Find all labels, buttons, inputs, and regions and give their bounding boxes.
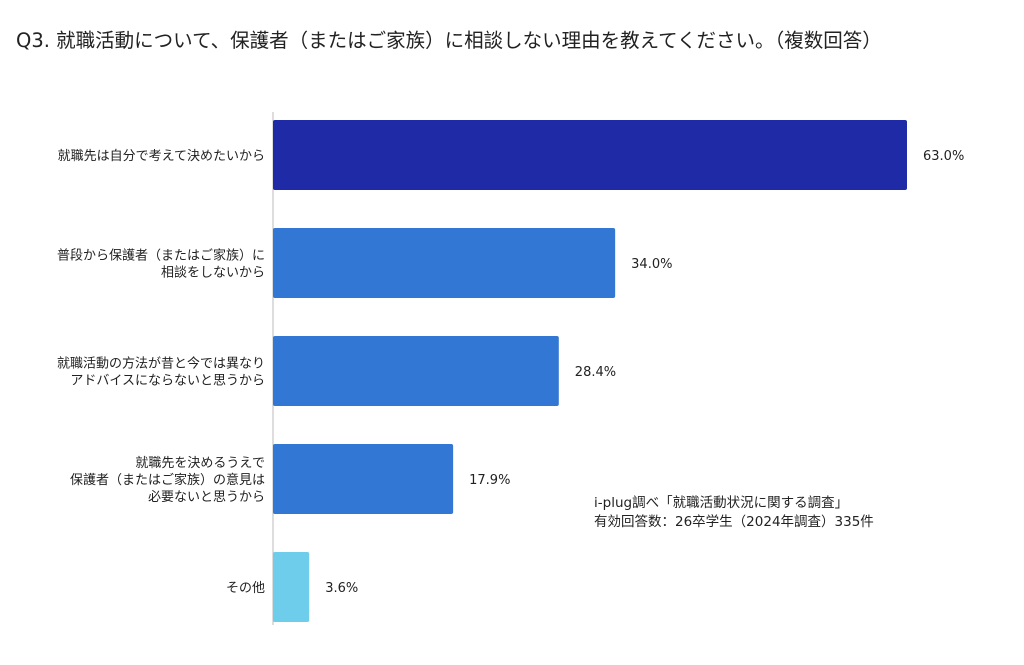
category-label-line: 相談をしないから (161, 265, 265, 281)
category-label-line: アドバイスにならないと思うから (70, 374, 265, 389)
category-label-line: 就職活動の方法が昔と今では異なり (57, 356, 265, 372)
bar (273, 120, 907, 190)
bar (273, 444, 454, 514)
category-label: 普段から保護者（またはご家族）に相談をしないから (57, 248, 265, 281)
category-label: 就職活動の方法が昔と今では異なりアドバイスにならないと思うから (57, 356, 265, 389)
value-label: 63.0% (923, 149, 964, 164)
category-label-line: 必要ないと思うから (148, 490, 265, 505)
category-label-line: 普段から保護者（またはご家族）に (57, 248, 265, 264)
bar (273, 228, 616, 298)
value-label: 3.6% (325, 581, 358, 596)
category-label-line: 保護者（またはご家族）の意見は (70, 472, 265, 488)
category-label: 就職先を決めるうえで保護者（またはご家族）の意見は必要ないと思うから (70, 456, 265, 505)
value-label: 34.0% (631, 257, 672, 272)
bar (273, 336, 559, 406)
source-note: i-plug調べ「就職活動状況に関する調査」 有効回答数：26卒学生（2024年… (594, 494, 874, 532)
source-note-line1: i-plug調べ「就職活動状況に関する調査」 (594, 495, 849, 511)
category-label-line: その他 (226, 581, 265, 596)
chart-title: Q3. 就職活動について、保護者（またはご家族）に相談しない理由を教えてください… (16, 29, 882, 52)
bar (273, 552, 310, 622)
source-note-line2: 有効回答数：26卒学生（2024年調査）335件 (594, 514, 874, 530)
value-label: 17.9% (469, 473, 510, 488)
category-label: その他 (226, 581, 265, 596)
category-label-line: 就職先を決めるうえで (135, 456, 265, 471)
value-label: 28.4% (575, 365, 616, 380)
category-label-line: 就職先は自分で考えて決めたいから (58, 149, 265, 164)
category-label: 就職先は自分で考えて決めたいから (58, 149, 265, 164)
